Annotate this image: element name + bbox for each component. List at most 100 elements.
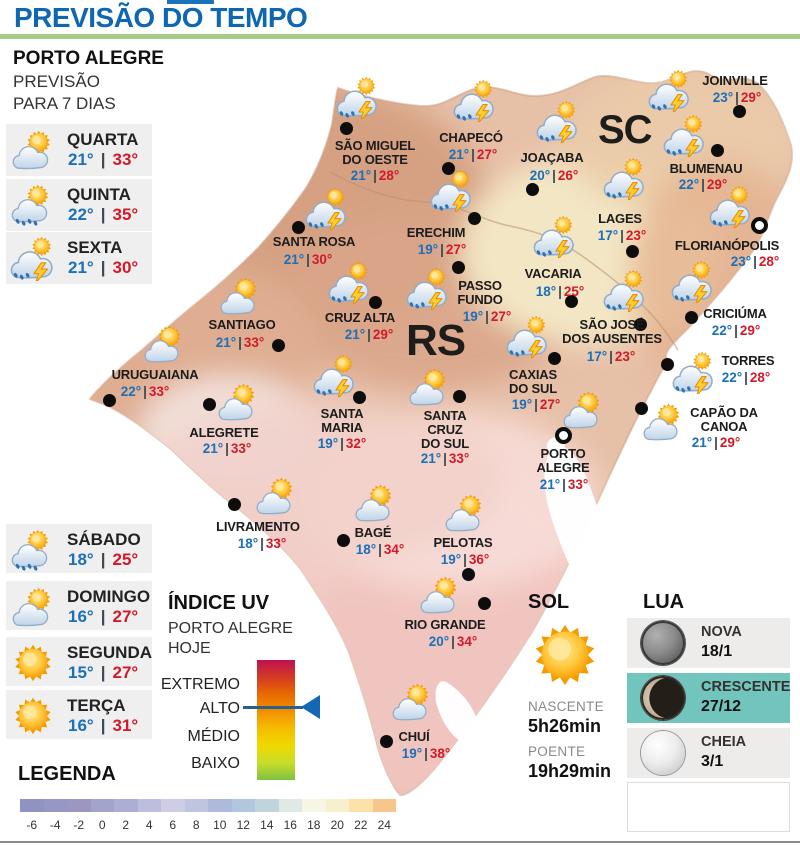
- legend-tick: 2: [122, 818, 130, 832]
- top-remnant-strip: [167, 0, 214, 4]
- legend-tick: 8: [192, 818, 200, 832]
- day-weather-icon: [10, 584, 56, 635]
- uv-subtitle-day: HOJE: [168, 640, 211, 657]
- moon-row-empty: [627, 782, 790, 832]
- full-moon-icon: [641, 731, 685, 775]
- sunny-icon: [15, 644, 51, 682]
- legend-color-cell: [114, 799, 138, 812]
- legend-color-cell: [325, 799, 349, 812]
- temp-min: 16°: [68, 716, 94, 735]
- forecast-day-row: QUARTA 21° | 33°: [6, 124, 152, 176]
- day-temps: 18° | 25°: [68, 550, 138, 570]
- sunny-icon: [15, 697, 51, 735]
- temp-min: 21°: [68, 258, 94, 277]
- uv-level-alto: ALTO: [199, 700, 240, 717]
- uv-title: ÍNDICE UV: [168, 592, 270, 614]
- storm-icon: [10, 236, 53, 284]
- sidebar-subtitle-1: PREVISÃO: [13, 72, 100, 91]
- day-temps: 16° | 31°: [68, 716, 138, 736]
- legend-tick: 22: [354, 818, 368, 832]
- legend-color-cell: [349, 799, 373, 812]
- temp-min: 21°: [68, 150, 94, 169]
- temp-separator: |: [100, 663, 106, 682]
- legend-tick: 0: [98, 818, 106, 832]
- temp-separator: |: [100, 716, 106, 735]
- legend-tick-labels: -6 -4 -2 0 2 4 6 8 10 12 14 16 18 20 22 24: [20, 818, 396, 832]
- legend-tick: 4: [145, 818, 153, 832]
- temp-min: 15°: [68, 663, 94, 682]
- sunset-label: POENTE: [528, 744, 586, 759]
- uv-gradient-bar: [257, 660, 295, 780]
- legend-title: LEGENDA: [18, 763, 116, 785]
- sidebar-subtitle-2: PARA 7 DIAS: [13, 94, 116, 113]
- sunrise-label: NASCENTE: [528, 699, 604, 714]
- legend-tick: 12: [236, 818, 250, 832]
- legend-color-cell: [302, 799, 326, 812]
- legend-tick: -2: [73, 818, 85, 832]
- uv-level-medio: MÉDIO: [187, 728, 240, 745]
- temp-max: 30°: [112, 258, 139, 277]
- moon-phase-row: CHEIA 3/1: [627, 728, 790, 778]
- uv-subtitle-city: PORTO ALEGRE: [168, 620, 293, 637]
- day-name: QUINTA: [67, 185, 131, 204]
- legend-color-scale: [20, 799, 396, 812]
- day-name: SÁBADO: [67, 530, 141, 549]
- rain-icon: [11, 529, 49, 571]
- moon-phase-name: NOVA: [701, 624, 742, 640]
- moon-phase-name: CRESCENTE: [701, 679, 791, 695]
- temp-min: 16°: [68, 607, 94, 626]
- day-temps: 21° | 30°: [68, 258, 138, 278]
- sun-section-title: SOL: [528, 591, 570, 613]
- moon-phase-date: 3/1: [701, 753, 724, 770]
- new-moon-icon: [641, 621, 685, 665]
- legend-tick: 10: [213, 818, 227, 832]
- moon-phase-row: NOVA 18/1: [627, 618, 790, 668]
- legend-tick: 20: [330, 818, 344, 832]
- header-divider: [0, 34, 800, 39]
- forecast-day-row: TERÇA 16° | 31°: [6, 690, 152, 739]
- legend-color-cell: [372, 799, 396, 812]
- sidebar-city-title: PORTO ALEGRE: [13, 48, 164, 69]
- forecast-day-row: DOMINGO 16° | 27°: [6, 581, 152, 630]
- uv-indicator-arrow: [301, 695, 320, 719]
- legend-tick: 14: [260, 818, 274, 832]
- day-name: SEXTA: [67, 238, 123, 257]
- legend-tick: 24: [377, 818, 391, 832]
- moon-phase-date: 18/1: [701, 643, 733, 660]
- partly-icon: [12, 587, 50, 627]
- temp-separator: |: [100, 607, 106, 626]
- temp-separator: |: [100, 258, 106, 277]
- day-weather-icon: [10, 640, 56, 691]
- day-name: TERÇA: [67, 696, 126, 715]
- legend-tick: 6: [169, 818, 177, 832]
- legend-color-cell: [137, 799, 161, 812]
- legend-color-cell: [208, 799, 232, 812]
- bottom-divider: [0, 841, 800, 843]
- temp-max: 33°: [112, 150, 139, 169]
- day-weather-icon: [10, 127, 56, 178]
- partly-icon: [12, 130, 50, 170]
- region-label-rs: RS: [406, 316, 466, 365]
- moon-section-title: LUA: [643, 591, 685, 613]
- uv-level-baixo: BAIXO: [191, 755, 240, 772]
- temp-max: 35°: [112, 205, 139, 224]
- day-name: SEGUNDA: [67, 643, 153, 662]
- day-name: DOMINGO: [67, 587, 151, 606]
- sunset-value: 19h29min: [528, 761, 612, 781]
- rain-icon: [11, 184, 49, 226]
- temp-max: 27°: [112, 663, 139, 682]
- legend-color-cell: [67, 799, 91, 812]
- temp-separator: |: [100, 205, 106, 224]
- legend-color-cell: [161, 799, 185, 812]
- uv-indicator-line: [243, 706, 303, 709]
- page-title: PREVISÃO DO TEMPO: [14, 2, 308, 33]
- forecast-day-row: SEXTA 21° | 30°: [6, 232, 152, 284]
- day-weather-icon: [10, 527, 56, 578]
- temp-max: 31°: [112, 716, 139, 735]
- legend-color-cell: [43, 799, 67, 812]
- day-weather-icon: [10, 182, 56, 233]
- legend-color-cell: [255, 799, 279, 812]
- sunrise-value: 5h26min: [528, 716, 602, 736]
- region-label-sc: SC: [598, 108, 653, 152]
